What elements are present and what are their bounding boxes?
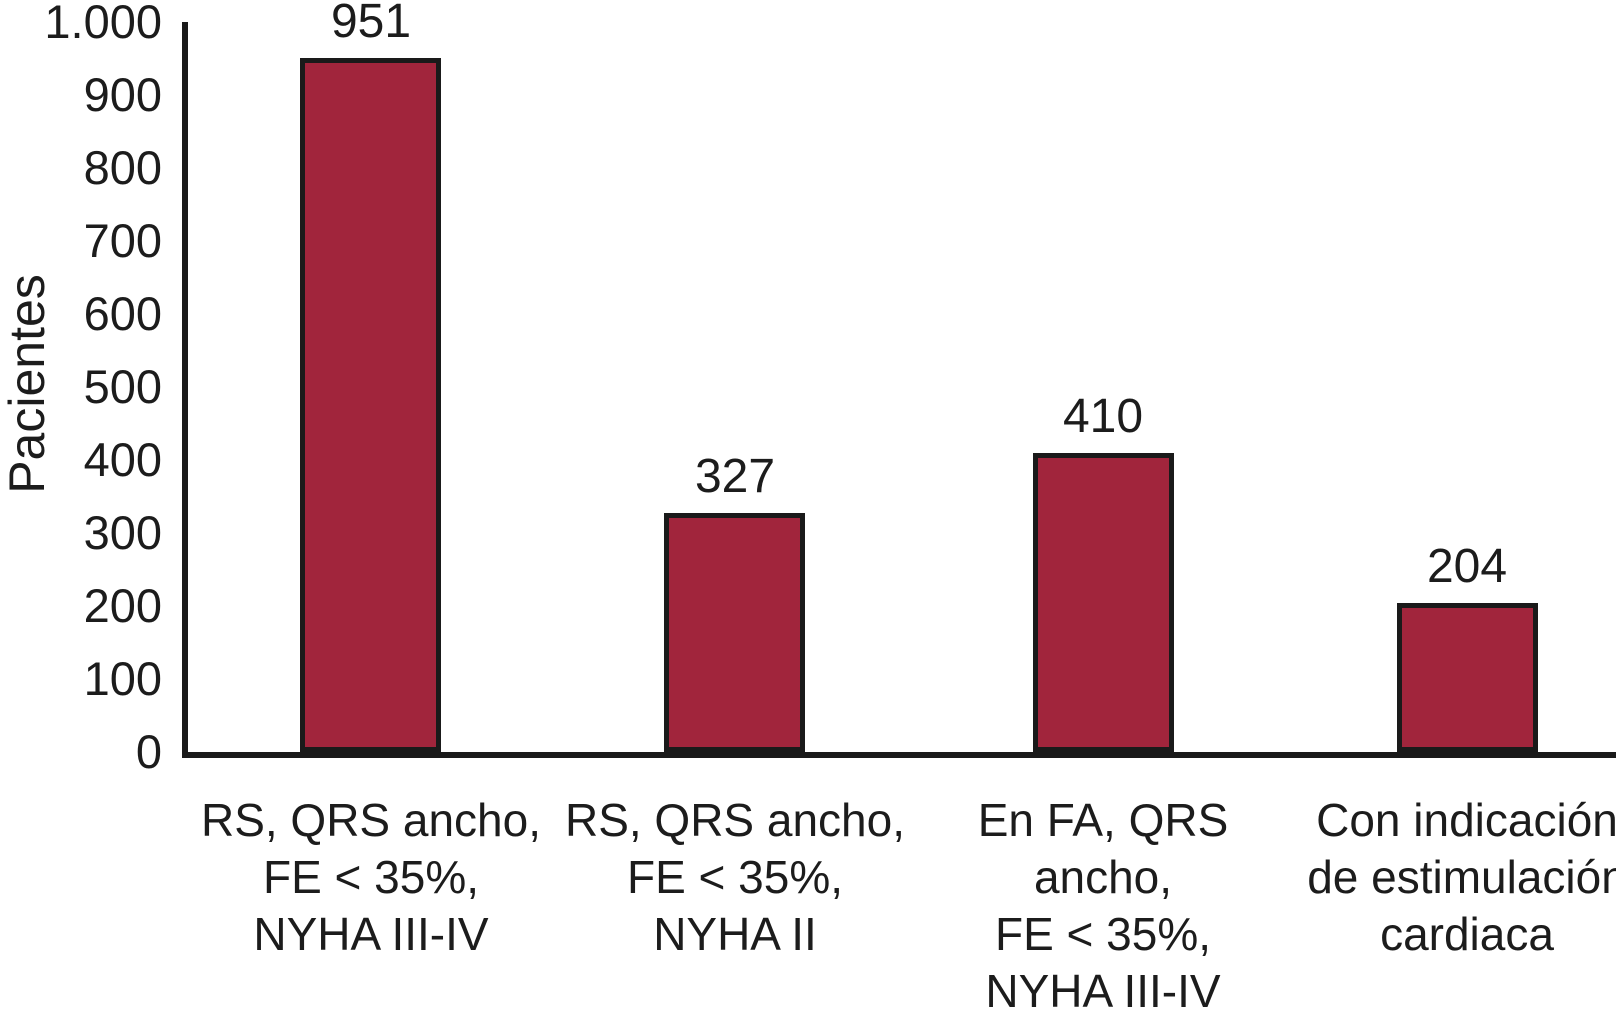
x-category-label-line: Con indicación	[1316, 794, 1616, 846]
bar	[664, 513, 805, 752]
x-category-label: Con indicación de estimulación cardiaca	[1282, 792, 1616, 963]
y-tick-label: 400	[83, 433, 162, 486]
bar	[300, 58, 441, 752]
x-category-label-line: cardiaca	[1380, 908, 1554, 960]
y-tick-label: 800	[83, 141, 162, 194]
bar-value-label: 951	[330, 0, 412, 48]
x-category-label-line: FE < 35%,	[626, 851, 844, 903]
x-axis-line	[182, 752, 1616, 758]
x-category-label: RS, QRS ancho, FE < 35%, NYHA II	[550, 792, 920, 963]
y-tick-label: 100	[83, 652, 162, 705]
x-category-label-line: NYHA III-IV	[253, 908, 489, 960]
x-category-label-line: NYHA II	[653, 908, 817, 960]
y-tick-label: 300	[83, 506, 162, 559]
x-category-label: En FA, QRS ancho, FE < 35%, NYHA III-IV	[918, 792, 1288, 1020]
x-category-label-line: NYHA III-IV	[985, 965, 1221, 1017]
bar-value-label: 327	[694, 450, 776, 503]
x-category-label-line: En FA, QRS ancho,	[977, 794, 1229, 903]
bar-value-label: 204	[1426, 540, 1508, 593]
y-tick-label: 600	[83, 287, 162, 340]
bar-value-label: 410	[1062, 390, 1144, 443]
x-category-label-line: FE < 35%,	[262, 851, 480, 903]
y-tick-label: 0	[135, 725, 162, 778]
x-category-label-line: de estimulación	[1307, 851, 1616, 903]
bar	[1397, 603, 1538, 752]
y-tick-label: 1.000	[44, 0, 162, 48]
x-category-label: RS, QRS ancho, FE < 35%, NYHA III-IV	[186, 792, 556, 963]
y-axis-line	[182, 22, 188, 758]
y-tick-label: 500	[83, 360, 162, 413]
y-tick-label: 200	[83, 579, 162, 632]
x-category-label-line: FE < 35%,	[994, 908, 1212, 960]
bar	[1033, 453, 1174, 752]
y-tick-label: 700	[83, 214, 162, 267]
x-category-label-line: RS, QRS ancho,	[564, 794, 906, 846]
x-category-label-line: RS, QRS ancho,	[200, 794, 542, 846]
y-tick-label: 900	[83, 68, 162, 121]
